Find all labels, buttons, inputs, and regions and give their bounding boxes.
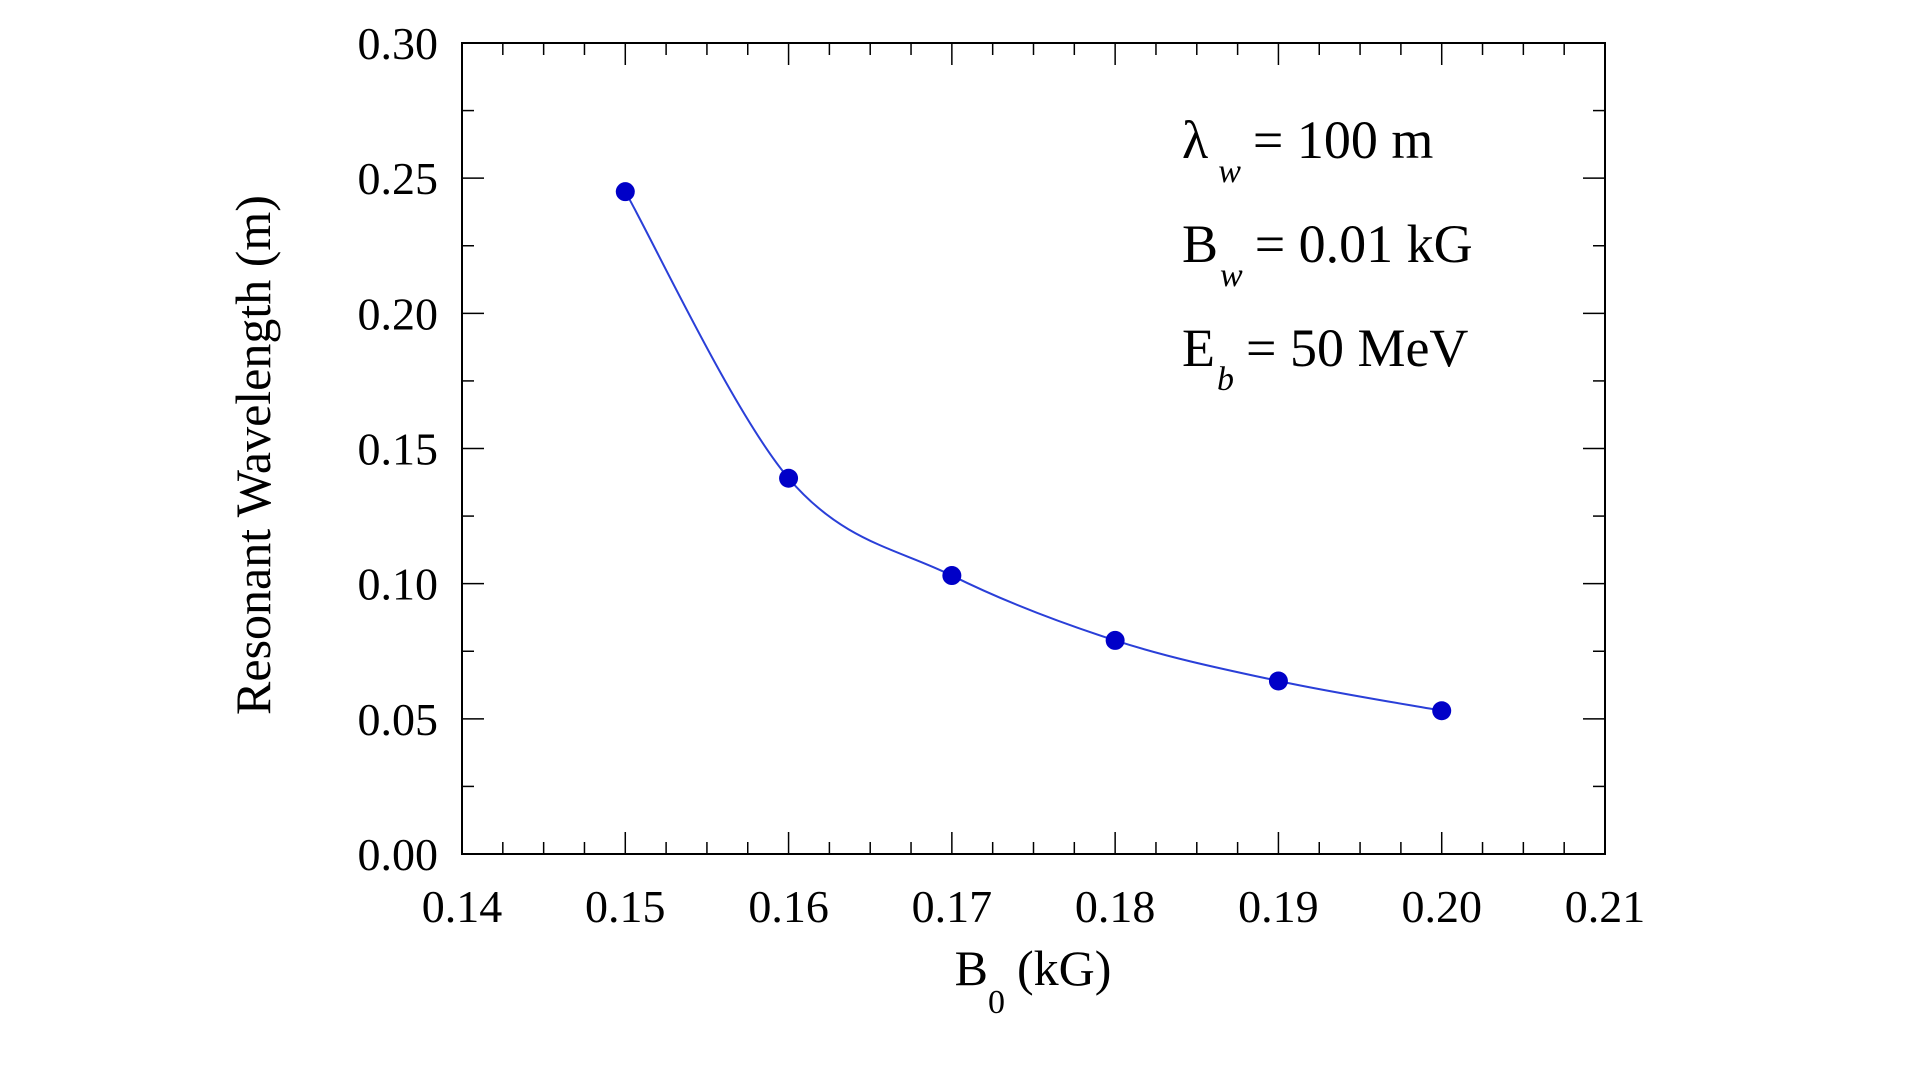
x-tick-labels: 0.14 0.15 0.16 0.17 0.18 0.19 0.20 0.21 (422, 881, 1646, 932)
y-tick-label: 0.20 (358, 288, 439, 339)
x-axis-title: B0 (kG) (955, 940, 1112, 1021)
annotation-block: λw= 100 m Bw= 0.01 kG Eb= 50 MeV (1182, 110, 1473, 398)
annotation-lambda-value: = 100 m (1253, 110, 1433, 170)
x-tick-label: 0.21 (1565, 881, 1646, 932)
annotation-lambda-symbol: λ (1182, 110, 1208, 170)
annotation-lambda-subscript: w (1218, 153, 1241, 190)
x-tick-label: 0.16 (748, 881, 829, 932)
annotation-e-symbol: E (1182, 318, 1215, 378)
plot-frame (461, 42, 1606, 855)
x-axis-title-suffix: (kG) (1017, 940, 1111, 996)
x-tick-label: 0.17 (912, 881, 993, 932)
y-tick-label: 0.15 (358, 424, 439, 475)
annotation-e-subscript: b (1217, 361, 1234, 398)
major-ticks (462, 42, 1605, 855)
data-point (779, 468, 799, 488)
data-point (1268, 671, 1288, 691)
y-tick-label: 0.25 (358, 153, 439, 204)
annotation-b-symbol: B (1182, 214, 1218, 274)
y-tick-label: 0.30 (358, 18, 439, 69)
x-axis-title-subscript: 0 (988, 984, 1005, 1021)
x-axis-title-main: B (955, 940, 988, 996)
data-point (615, 182, 635, 202)
x-tick-label: 0.19 (1238, 881, 1319, 932)
annotation-lambda-w: λw = 100 m (1182, 110, 1433, 190)
y-axis-title: Resonant Wavelength (m) (225, 195, 281, 715)
minor-ticks (461, 43, 1606, 854)
x-tick-label: 0.20 (1401, 881, 1482, 932)
data-point (1432, 701, 1452, 721)
x-tick-label: 0.15 (585, 881, 666, 932)
x-tick-label: 0.18 (1075, 881, 1156, 932)
y-tick-label: 0.05 (358, 694, 439, 745)
annotation-e-value: = 50 MeV (1246, 318, 1468, 378)
annotation-b-value: = 0.01 kG (1255, 214, 1473, 274)
data-point (1105, 630, 1125, 650)
annotation-b-w: Bw = 0.01 kG (1182, 214, 1473, 294)
y-tick-label: 0.10 (358, 559, 439, 610)
y-tick-label: 0.00 (358, 829, 439, 880)
annotation-b-subscript: w (1220, 257, 1243, 294)
x-tick-label: 0.14 (422, 881, 503, 932)
data-point (942, 566, 962, 586)
annotation-e-b: Eb = 50 MeV (1182, 318, 1468, 398)
y-tick-labels: 0.00 0.05 0.10 0.15 0.20 0.25 0.30 (358, 18, 439, 880)
series-points (615, 182, 1452, 721)
